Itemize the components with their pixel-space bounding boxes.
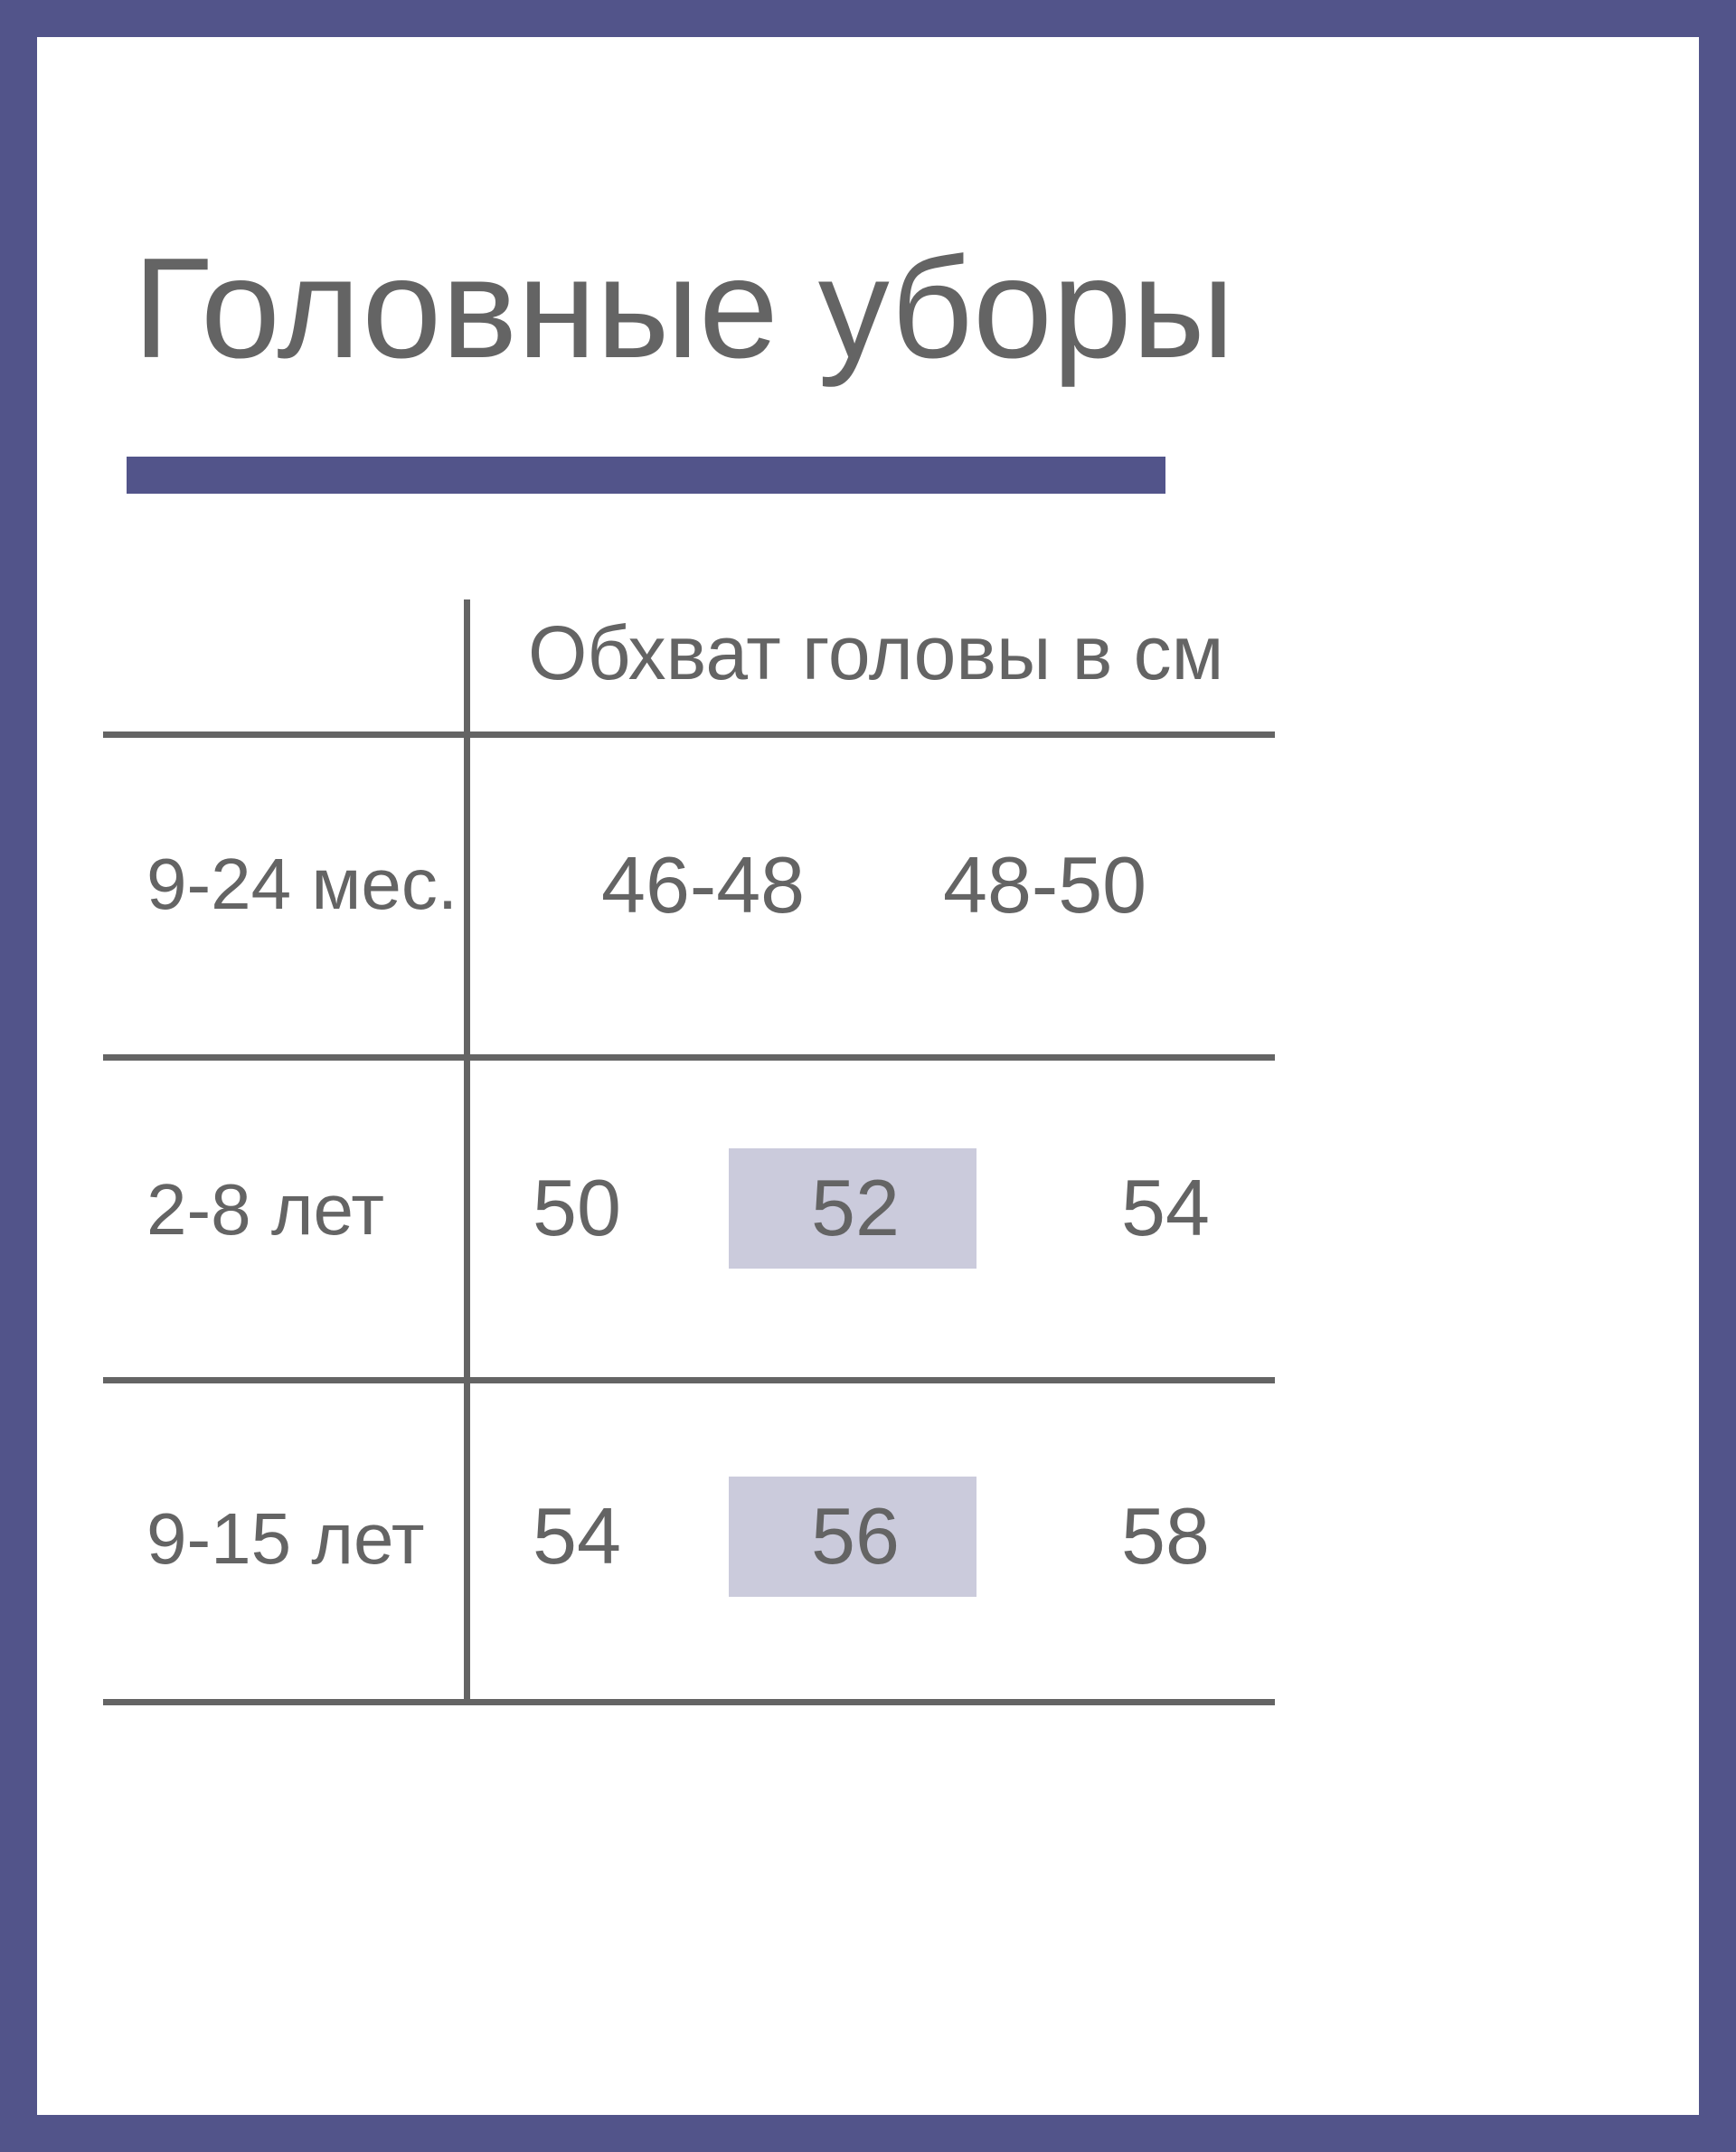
table-divider bbox=[103, 1699, 1275, 1705]
table-cell-highlighted: 52 bbox=[811, 1163, 900, 1252]
title-underline bbox=[127, 457, 1165, 494]
size-chart-card bbox=[37, 37, 1699, 2115]
table-cell: 50 bbox=[533, 1163, 621, 1252]
table-divider bbox=[103, 1377, 1275, 1383]
table-cell: 54 bbox=[1121, 1163, 1210, 1252]
table-cell: 48-50 bbox=[943, 840, 1147, 930]
highlight-cell bbox=[729, 1148, 976, 1269]
table-cell: 58 bbox=[1121, 1491, 1210, 1581]
table-divider bbox=[103, 731, 1275, 738]
row-label: 9-15 лет bbox=[146, 1498, 425, 1579]
highlight-cell bbox=[729, 1477, 976, 1597]
row-label: 2-8 лет bbox=[146, 1169, 385, 1250]
table-vertical-divider bbox=[464, 599, 470, 1705]
table-cell: 46-48 bbox=[601, 840, 806, 930]
row-label: 9-24 мес. bbox=[146, 844, 458, 924]
table-header: Обхват головы в см bbox=[528, 610, 1224, 695]
table-cell-highlighted: 56 bbox=[811, 1491, 900, 1581]
table-divider bbox=[103, 1054, 1275, 1061]
page-title: Головные уборы bbox=[133, 229, 1235, 388]
table-cell: 54 bbox=[533, 1491, 621, 1581]
